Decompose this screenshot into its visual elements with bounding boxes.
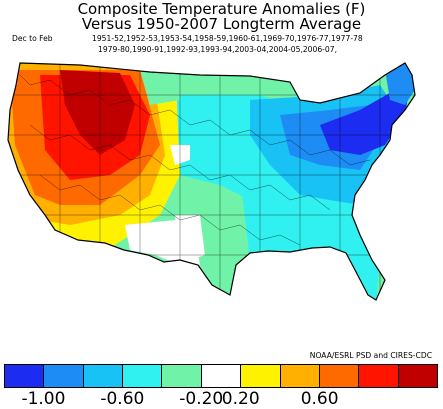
color-scale-tick-label-4: 0.60 xyxy=(300,389,339,409)
season-label: Dec to Feb xyxy=(12,34,53,43)
color-scale-swatch-9 xyxy=(359,365,399,387)
anomaly-region-montana-plains xyxy=(140,70,180,105)
us-outline xyxy=(7,62,416,301)
color-scale-swatch-1 xyxy=(44,365,84,387)
color-scale-tick-label-2: -0.20 xyxy=(179,389,224,409)
color-scale-swatch-4 xyxy=(162,365,202,387)
color-scale-tick-label-3: 0.20 xyxy=(221,389,260,409)
color-scale-swatch-0 xyxy=(5,365,45,387)
color-scale-swatch-7 xyxy=(280,365,320,387)
map-title-line-2: Versus 1950-2007 Longterm Average xyxy=(81,15,362,33)
anomaly-region-mid-atlantic xyxy=(320,85,410,155)
color-scale-tick-label-1: -0.60 xyxy=(100,389,145,409)
map-title-line-1: Composite Temperature Anomalies (F) xyxy=(77,0,366,18)
us-anomaly-map xyxy=(7,62,416,301)
color-scale-swatch-10 xyxy=(398,365,437,387)
color-scale-swatch-2 xyxy=(83,365,124,387)
season-years-line-1: 1951-52,1952-53,1953-54,1958-59,1960-61,… xyxy=(92,34,363,43)
color-scale-swatch-6 xyxy=(241,365,281,387)
data-credit: NOAA/ESRL PSD and CIRES-CDC xyxy=(309,351,432,360)
anomaly-region-south-texas-neutral xyxy=(175,215,205,260)
color-scale-swatch-5 xyxy=(201,365,242,387)
color-scale-swatch-3 xyxy=(123,365,163,387)
color-scale-tick-label-0: -1.00 xyxy=(21,389,66,409)
color-scale-swatch-8 xyxy=(319,365,360,387)
color-scale-bar xyxy=(4,364,438,388)
season-years-line-2: 1979-80,1990-91,1992-93,1993-94,2003-04,… xyxy=(98,45,337,54)
anomaly-region-west-dark-red xyxy=(60,70,135,155)
